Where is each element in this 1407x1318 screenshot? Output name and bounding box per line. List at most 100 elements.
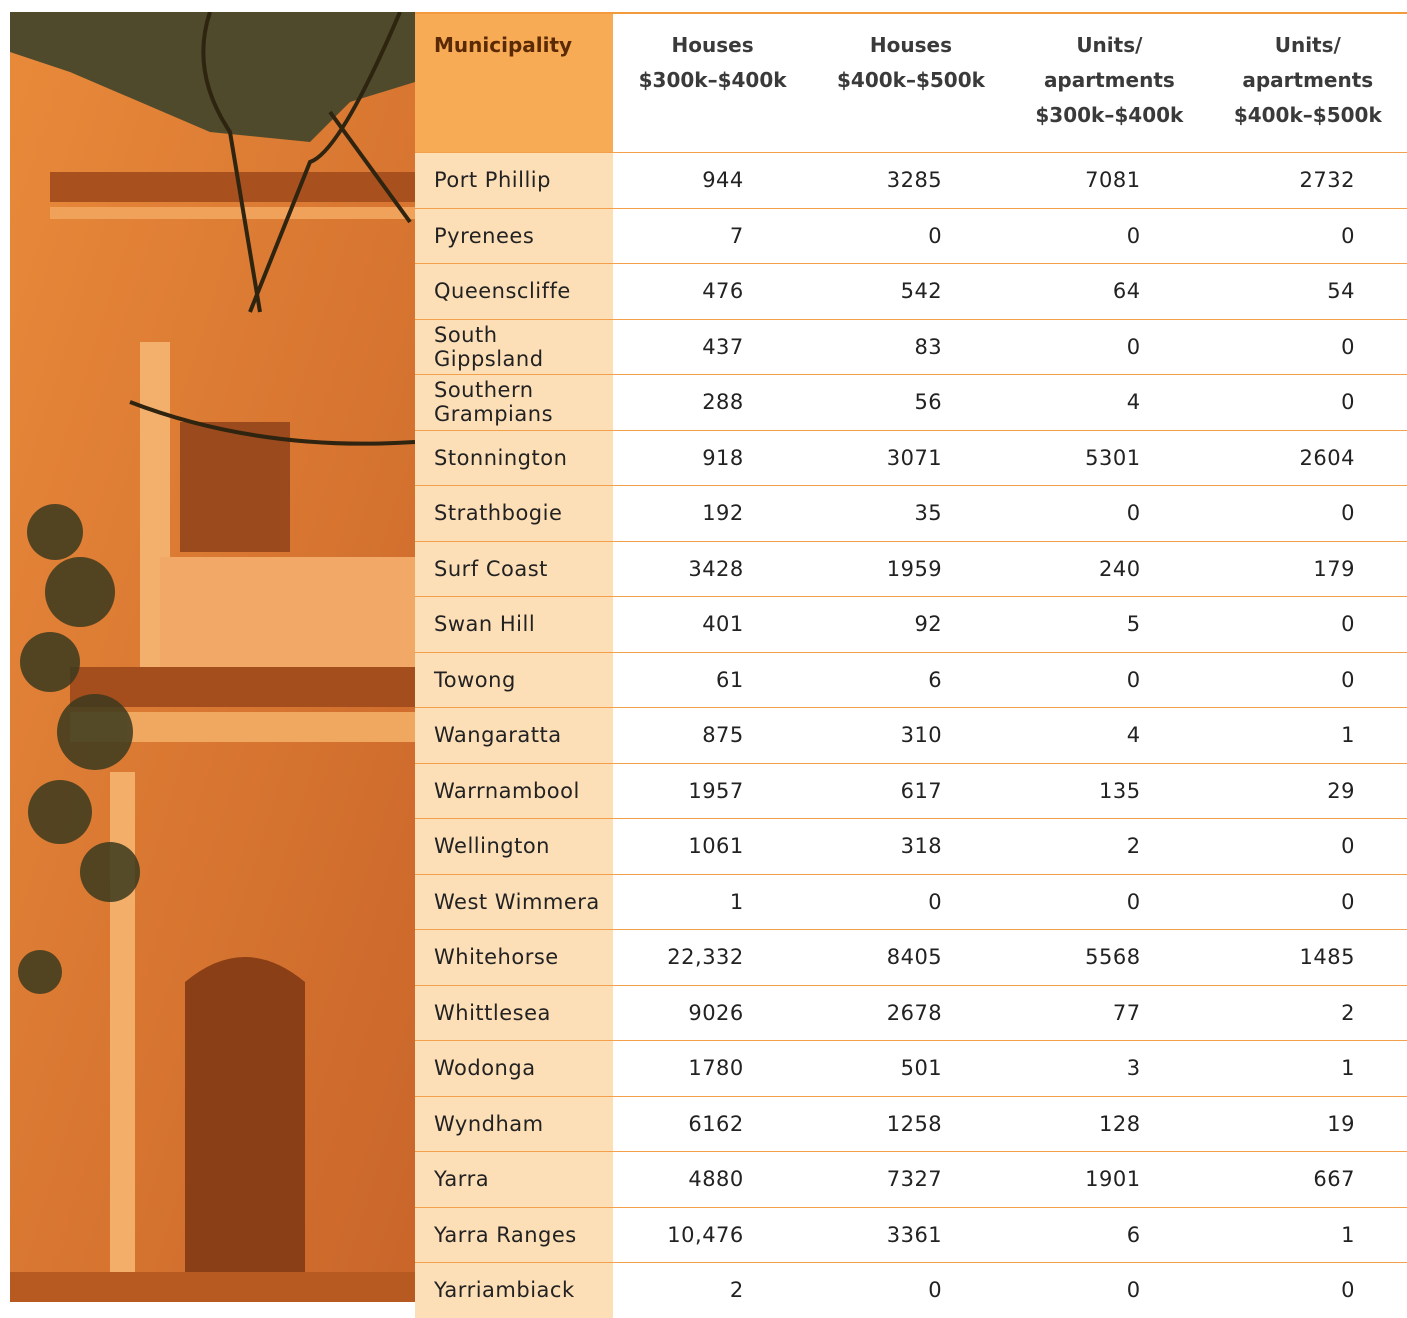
value-cell: 179	[1209, 541, 1407, 597]
value-cell: 0	[1010, 652, 1208, 708]
value-cell: 1	[1209, 1041, 1407, 1097]
value-cell: 918	[613, 430, 811, 486]
municipality-cell: Wyndham	[415, 1096, 613, 1152]
value-cell: 401	[613, 597, 811, 653]
value-cell: 1780	[613, 1041, 811, 1097]
value-cell: 1	[1209, 1207, 1407, 1263]
value-cell: 2	[1209, 985, 1407, 1041]
value-cell: 77	[1010, 985, 1208, 1041]
value-cell: 4880	[613, 1152, 811, 1208]
value-cell: 0	[1010, 319, 1208, 375]
municipality-cell: Whitehorse	[415, 930, 613, 986]
value-cell: 64	[1010, 264, 1208, 320]
value-cell: 1	[1209, 708, 1407, 764]
value-cell: 192	[613, 486, 811, 542]
value-cell: 0	[1209, 819, 1407, 875]
value-cell: 0	[1209, 597, 1407, 653]
value-cell: 0	[1010, 486, 1208, 542]
municipality-cell: Southern Grampians	[415, 375, 613, 431]
value-cell: 2732	[1209, 153, 1407, 209]
value-cell: 875	[613, 708, 811, 764]
value-cell: 7	[613, 208, 811, 264]
header-text: $400k–$500k	[1209, 98, 1407, 133]
value-cell: 1	[613, 874, 811, 930]
header-text: Houses	[812, 28, 1010, 63]
value-cell: 310	[812, 708, 1010, 764]
value-cell: 19	[1209, 1096, 1407, 1152]
municipality-cell: Port Phillip	[415, 153, 613, 209]
value-cell: 0	[1209, 319, 1407, 375]
value-cell: 3428	[613, 541, 811, 597]
value-cell: 476	[613, 264, 811, 320]
value-cell: 1485	[1209, 930, 1407, 986]
value-cell: 6162	[613, 1096, 811, 1152]
value-cell: 35	[812, 486, 1010, 542]
municipality-cell: South Gippsland	[415, 319, 613, 375]
header-text: apartments	[1209, 63, 1407, 98]
value-cell: 2604	[1209, 430, 1407, 486]
value-cell: 83	[812, 319, 1010, 375]
header-text: $400k–$500k	[812, 63, 1010, 98]
value-cell: 0	[1010, 208, 1208, 264]
value-cell: 4	[1010, 375, 1208, 431]
value-cell: 617	[812, 763, 1010, 819]
municipality-cell: Yarra Ranges	[415, 1207, 613, 1263]
value-cell: 5568	[1010, 930, 1208, 986]
value-cell: 437	[613, 319, 811, 375]
municipality-cell: Yarra	[415, 1152, 613, 1208]
header-cell: Houses$400k–$500k	[812, 13, 1010, 153]
building-photo	[10, 12, 415, 1302]
municipality-cell: Strathbogie	[415, 486, 613, 542]
value-cell: 4	[1010, 708, 1208, 764]
value-cell: 667	[1209, 1152, 1407, 1208]
value-cell: 10,476	[613, 1207, 811, 1263]
value-cell: 0	[1209, 486, 1407, 542]
value-cell: 0	[1209, 1263, 1407, 1318]
value-cell: 22,332	[613, 930, 811, 986]
municipality-cell: Warrnambool	[415, 763, 613, 819]
value-cell: 0	[812, 874, 1010, 930]
value-cell: 8405	[812, 930, 1010, 986]
value-cell: 944	[613, 153, 811, 209]
value-cell: 56	[812, 375, 1010, 431]
value-cell: 5	[1010, 597, 1208, 653]
municipality-cell: West Wimmera	[415, 874, 613, 930]
value-cell: 135	[1010, 763, 1208, 819]
value-cell: 2	[1010, 819, 1208, 875]
value-cell: 54	[1209, 264, 1407, 320]
header-cell: Houses$300k–$400k	[613, 13, 811, 153]
header-text: Units/	[1010, 28, 1208, 63]
value-cell: 2	[613, 1263, 811, 1318]
page: MunicipalityHouses$300k–$400kHouses$400k…	[0, 0, 1407, 1302]
municipality-cell: Stonnington	[415, 430, 613, 486]
value-cell: 3285	[812, 153, 1010, 209]
municipality-cell: Queenscliffe	[415, 264, 613, 320]
value-cell: 7327	[812, 1152, 1010, 1208]
value-cell: 3361	[812, 1207, 1010, 1263]
value-cell: 5301	[1010, 430, 1208, 486]
value-cell: 0	[1209, 652, 1407, 708]
header-cell: Units/apartments$300k–$400k	[1010, 13, 1208, 153]
header-text: Units/	[1209, 28, 1407, 63]
value-cell: 0	[812, 208, 1010, 264]
value-cell: 1061	[613, 819, 811, 875]
value-cell: 3071	[812, 430, 1010, 486]
header-text: apartments	[1010, 63, 1208, 98]
municipality-cell: Pyrenees	[415, 208, 613, 264]
value-cell: 7081	[1010, 153, 1208, 209]
value-cell: 1258	[812, 1096, 1010, 1152]
